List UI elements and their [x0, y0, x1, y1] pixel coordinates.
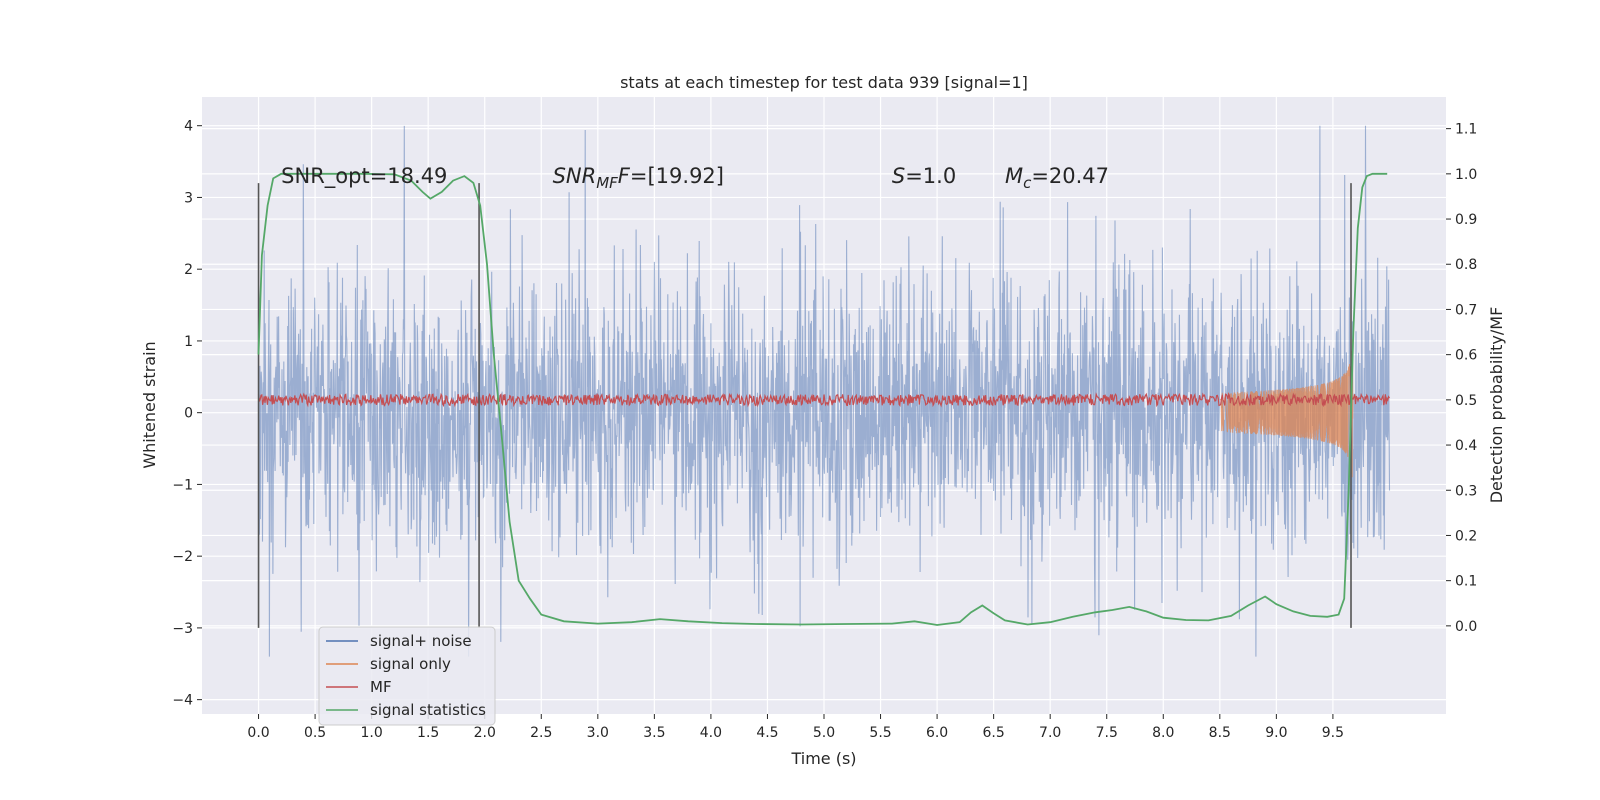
y-tick-label: −4	[172, 693, 193, 709]
y2-tick-label: 0.6	[1455, 348, 1477, 364]
series-mf-line	[257, 392, 1390, 408]
x-tick-label: 0.5	[304, 725, 326, 741]
x-tick-label: 6.0	[926, 725, 948, 741]
y-tick-label: 2	[184, 262, 193, 278]
series-signal-statistics-line	[257, 172, 1388, 626]
y2-tick-label: 0.0	[1455, 619, 1477, 635]
x-tick-label: 7.5	[1096, 725, 1118, 741]
chart-title: stats at each timestep for test data 939…	[620, 73, 1028, 92]
x-tick-label: 8.5	[1209, 725, 1231, 741]
x-tick-label: 2.5	[530, 725, 552, 741]
x-tick-label: 9.0	[1265, 725, 1287, 741]
legend-box	[318, 626, 496, 726]
axis-ticks: 0.0 0.5 1.0 1.5 2.0 2.5 3.0 3.5 4.0 4.5 5.0 5.5 6.0 6…	[172, 119, 1477, 741]
y2-tick-label: 0.8	[1455, 257, 1477, 273]
x-tick-label: 6.5	[983, 725, 1005, 741]
x-tick-label: 5.5	[869, 725, 891, 741]
x-tick-label: 2.0	[474, 725, 496, 741]
x-tick-label: 3.5	[643, 725, 665, 741]
y2-tick-label: 1.0	[1455, 167, 1477, 183]
x-tick-label: 1.5	[417, 725, 439, 741]
x-tick-label: 5.0	[813, 725, 835, 741]
y-tick-label: −2	[172, 549, 193, 565]
y-tick-label: 1	[184, 334, 193, 350]
legend-label-signal-noise: signal+ noise	[370, 632, 472, 650]
y2-tick-label: 0.7	[1455, 302, 1477, 318]
x-tick-label: 4.5	[756, 725, 778, 741]
y2-tick-label: 0.2	[1455, 528, 1477, 544]
x-tick-label: 4.0	[700, 725, 722, 741]
legend: signal+ noise signal only MF signal stat…	[318, 626, 496, 726]
x-tick-label: 0.0	[247, 725, 269, 741]
y2-tick-label: 0.1	[1455, 574, 1477, 590]
series-signal-statistics	[257, 172, 1388, 626]
annotation-snr-opt: SNR_opt=18.49	[281, 164, 447, 189]
y2-tick-label: 1.1	[1455, 122, 1477, 138]
series-signal-noise	[257, 125, 1391, 657]
annotation-snr-mf: SNRMFF=[19.92]	[553, 164, 724, 192]
y-axis-label: Whitened strain	[140, 341, 159, 468]
annotation-s: S=1.0	[892, 164, 956, 188]
y2-axis-label: Detection probability/MF	[1487, 307, 1506, 504]
series-mf	[257, 392, 1390, 408]
annotations: SNR_opt=18.49 SNRMFF=[19.92] S=1.0 Mc=20…	[281, 164, 1109, 192]
annotation-mc: Mc=20.47	[1005, 164, 1109, 192]
x-tick-label: 3.0	[587, 725, 609, 741]
y2-tick-label: 0.9	[1455, 212, 1477, 228]
x-tick-label: 8.0	[1152, 725, 1174, 741]
x-tick-label: 1.0	[361, 725, 383, 741]
y-tick-label: 0	[184, 406, 193, 422]
series-signal-noise-line	[257, 125, 1391, 657]
legend-label-signal-only: signal only	[370, 655, 451, 673]
x-tick-label: 9.5	[1322, 725, 1344, 741]
y2-tick-label: 0.3	[1455, 483, 1477, 499]
x-tick-label: 7.0	[1039, 725, 1061, 741]
x-axis-label: Time (s)	[790, 749, 856, 768]
y-tick-label: 3	[184, 190, 193, 206]
legend-label-mf: MF	[370, 678, 392, 696]
y2-tick-label: 0.4	[1455, 438, 1477, 454]
y-tick-label: −1	[172, 477, 193, 493]
legend-label-signal-statistics: signal statistics	[370, 701, 486, 719]
y2-tick-label: 0.5	[1455, 393, 1477, 409]
y-tick-label: −3	[172, 621, 193, 637]
y-tick-label: 4	[184, 119, 193, 135]
